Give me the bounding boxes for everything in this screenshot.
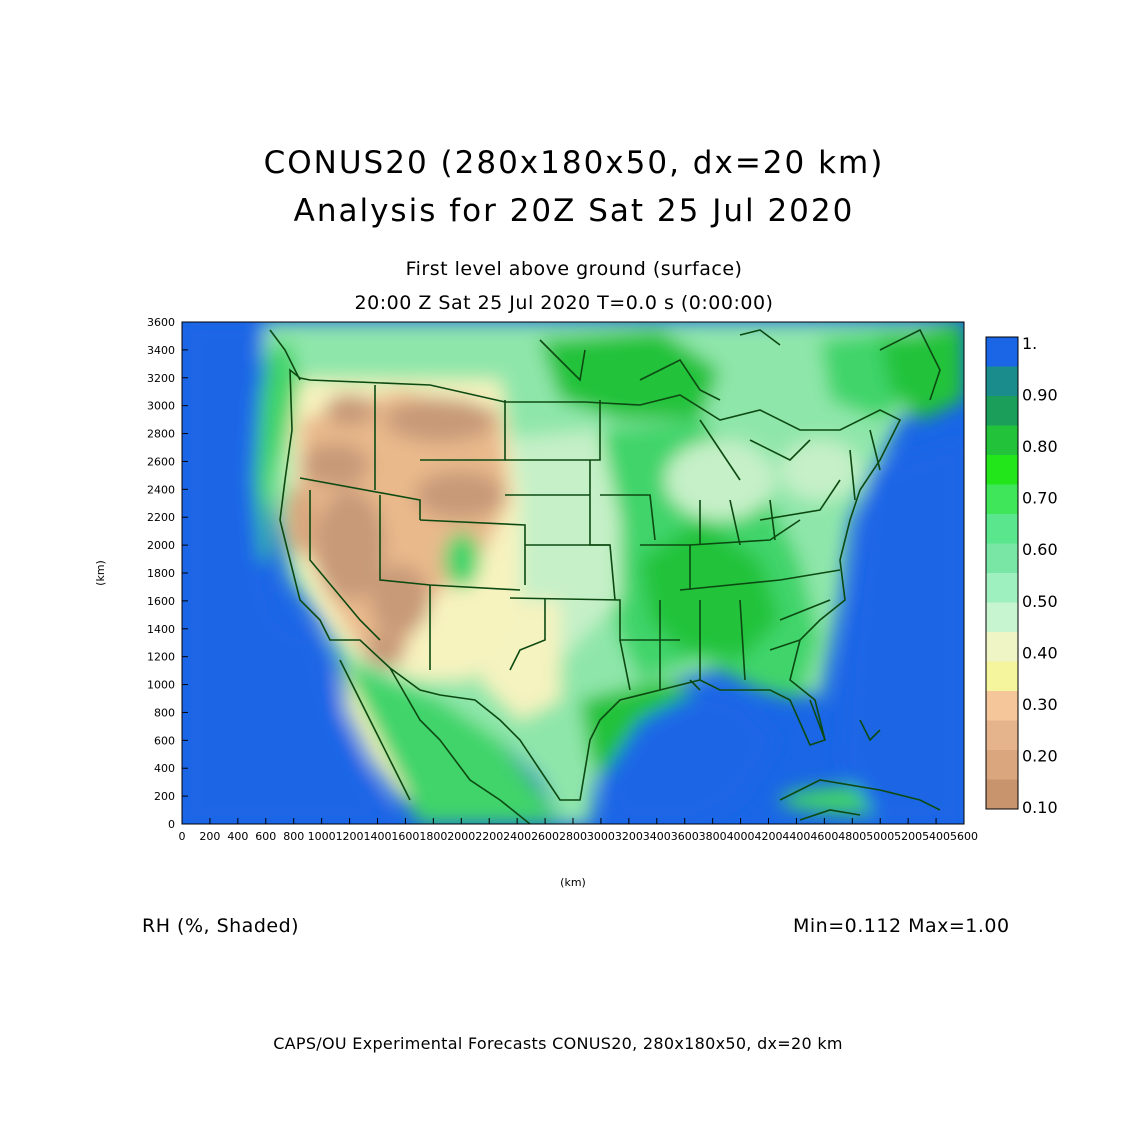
x-tick-label: 4200 — [755, 830, 783, 843]
colorbar-label: 0.10 — [1022, 798, 1058, 817]
colorbar-swatch — [986, 337, 1018, 367]
y-tick-label: 1200 — [147, 651, 175, 664]
x-tick-label: 3200 — [615, 830, 643, 843]
x-tick-label: 1200 — [336, 830, 364, 843]
colorbar-swatch — [986, 396, 1018, 426]
x-tick-label: 3000 — [587, 830, 615, 843]
colorbar-label: 0.30 — [1022, 695, 1058, 714]
field-label: RH (%, Shaded) — [142, 915, 300, 937]
x-tick-label: 4800 — [838, 830, 866, 843]
colorbar: 1. 0.90 0.80 0.70 0.60 0.50 0.40 0.30 0.20 0.10 — [985, 334, 1058, 817]
x-tick-label: 3600 — [671, 830, 699, 843]
x-tick-label: 5400 — [922, 830, 950, 843]
x-tick-label: 3800 — [699, 830, 727, 843]
colorbar-label: 0.90 — [1022, 386, 1058, 405]
x-tick-label: 4600 — [810, 830, 838, 843]
y-tick-label: 0 — [168, 818, 175, 831]
x-tick-label: 5600 — [950, 830, 978, 843]
y-tick-label: 2400 — [147, 483, 175, 496]
y-tick-label: 3600 — [147, 316, 175, 329]
x-tick-label: 400 — [227, 830, 248, 843]
x-tick-label: 2000 — [447, 830, 475, 843]
colorbar-swatch — [986, 632, 1018, 662]
y-tick-label: 3200 — [147, 372, 175, 385]
rh-shading — [182, 322, 964, 824]
x-axis-label: (km) — [560, 876, 586, 889]
y-tick-label: 3400 — [147, 344, 175, 357]
x-tick-label: 1800 — [419, 830, 447, 843]
x-tick-label: 1400 — [364, 830, 392, 843]
y-tick-label: 3000 — [147, 400, 175, 413]
colorbar-swatch — [986, 750, 1018, 780]
y-tick-label: 200 — [154, 790, 175, 803]
y-tick-label: 2600 — [147, 455, 175, 468]
x-tick-label: 0 — [179, 830, 186, 843]
colorbar-swatch — [986, 661, 1018, 692]
colorbar-frame — [985, 336, 1019, 810]
colorbar-swatch — [986, 514, 1018, 544]
colorbar-swatch — [986, 425, 1018, 456]
subtitle-level: First level above ground (surface) — [405, 258, 743, 280]
y-tick-label: 1800 — [147, 567, 175, 580]
x-tick-label: 600 — [255, 830, 276, 843]
x-tick-label: 2400 — [503, 830, 531, 843]
title-line-2: Analysis for 20Z Sat 25 Jul 2020 — [293, 193, 855, 229]
colorbar-swatch — [986, 366, 1018, 397]
colorbar-swatch — [986, 455, 1018, 485]
x-tick-label: 3400 — [643, 830, 671, 843]
x-tick-label: 4000 — [727, 830, 755, 843]
colorbar-swatch — [986, 543, 1018, 574]
colorbar-label: 0.20 — [1022, 746, 1058, 765]
x-tick-label: 5200 — [894, 830, 922, 843]
x-tick-label: 2200 — [475, 830, 503, 843]
y-tick-label: 2800 — [147, 428, 175, 441]
title-line-1: CONUS20 (280x180x50, dx=20 km) — [263, 145, 885, 181]
colorbar-swatch — [986, 691, 1018, 721]
x-tick-label: 1000 — [308, 830, 336, 843]
colorbar-swatch — [986, 779, 1018, 810]
colorbar-label: 0.70 — [1022, 489, 1058, 508]
x-axis: 0 200 400 600 800 1000 1200 1400 1600 1800 2000 220… — [179, 818, 978, 843]
x-tick-label: 800 — [283, 830, 304, 843]
y-tick-label: 1400 — [147, 623, 175, 636]
colorbar-label: 0.60 — [1022, 540, 1058, 559]
x-tick-label: 200 — [199, 830, 220, 843]
y-tick-label: 600 — [154, 734, 175, 747]
x-tick-label: 4400 — [782, 830, 810, 843]
y-tick-label: 800 — [154, 706, 175, 719]
state-borders — [269, 328, 941, 824]
x-tick-label: 2600 — [531, 830, 559, 843]
y-tick-label: 1000 — [147, 679, 175, 692]
colorbar-swatch — [986, 573, 1018, 603]
x-tick-label: 5000 — [866, 830, 894, 843]
y-tick-label: 400 — [154, 762, 175, 775]
x-tick-label: 1600 — [391, 830, 419, 843]
colorbar-label: 1. — [1022, 334, 1037, 353]
colorbar-label: 0.50 — [1022, 592, 1058, 611]
colorbar-swatch — [986, 720, 1018, 751]
y-tick-label: 2000 — [147, 539, 175, 552]
map-plot-area — [182, 322, 964, 824]
y-tick-label: 2200 — [147, 511, 175, 524]
field-minmax: Min=0.112 Max=1.00 — [793, 915, 1010, 937]
y-tick-label: 1600 — [147, 595, 175, 608]
colorbar-swatch — [986, 484, 1018, 515]
y-axis-label: (km) — [94, 560, 107, 586]
footer-text: CAPS/OU Experimental Forecasts CONUS20, … — [273, 1034, 843, 1053]
x-tick-label: 2800 — [559, 830, 587, 843]
subtitle-time: 20:00 Z Sat 25 Jul 2020 T=0.0 s (0:00:00… — [354, 292, 774, 314]
colorbar-swatch — [986, 602, 1018, 633]
colorbar-label: 0.80 — [1022, 437, 1058, 456]
y-axis: 0 200 400 600 800 1000 1200 1400 1600 1800 2000 220… — [147, 316, 188, 831]
colorbar-label: 0.40 — [1022, 643, 1058, 662]
